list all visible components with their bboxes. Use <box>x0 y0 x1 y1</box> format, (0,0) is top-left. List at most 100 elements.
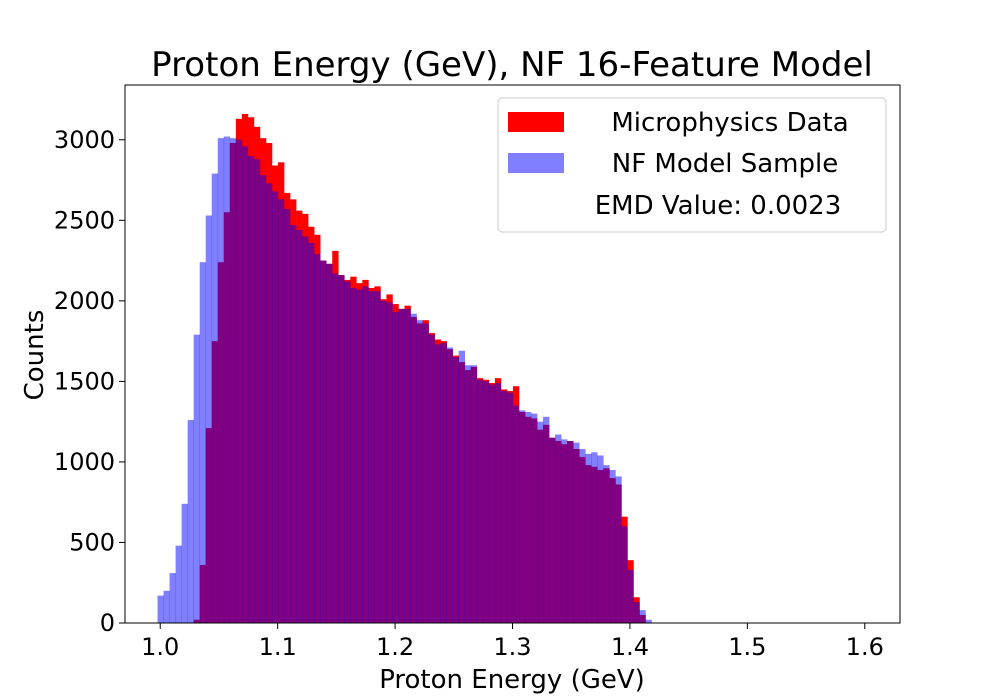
histogram-bar <box>404 308 411 623</box>
x-axis-label: Proton Energy (GeV) <box>379 665 645 695</box>
legend-swatch-microphysics <box>508 112 564 132</box>
histogram-bar <box>621 526 628 623</box>
histogram-bar <box>422 323 429 623</box>
histogram-bar <box>645 619 652 623</box>
histogram-bar <box>278 199 285 623</box>
histogram-bar <box>362 286 369 623</box>
legend-label-nf-model: NF Model Sample <box>612 149 838 179</box>
histogram-bar <box>482 381 490 623</box>
histogram-bar <box>386 302 393 623</box>
histogram-bar <box>428 334 435 623</box>
x-tick-label: 1.5 <box>728 633 766 661</box>
histogram-bar <box>446 347 453 623</box>
histogram-bar <box>193 334 200 623</box>
x-tick-label: 1.6 <box>846 633 884 661</box>
histogram-bar <box>506 392 514 623</box>
histogram-bar <box>290 225 297 623</box>
histogram-bar <box>199 262 207 623</box>
histogram-bar <box>494 382 502 623</box>
histogram-bar <box>470 365 478 623</box>
histogram-bar <box>265 183 273 623</box>
histogram-bar <box>223 136 231 623</box>
legend-label-microphysics: Microphysics Data <box>611 108 848 138</box>
histogram-bar <box>573 442 580 623</box>
legend-emd-annotation: EMD Value: 0.0023 <box>595 191 842 221</box>
histogram-bar <box>253 159 261 623</box>
histogram-bar <box>326 263 333 623</box>
histogram-bar <box>416 320 423 623</box>
histogram-bar <box>518 410 526 623</box>
histogram-bar <box>314 254 321 623</box>
histogram-bar <box>603 465 610 623</box>
histogram-bar <box>464 365 472 623</box>
plot-area <box>157 113 652 623</box>
y-tick-label: 2000 <box>54 287 115 315</box>
histogram-bar <box>531 413 538 623</box>
histogram-bar <box>537 421 544 623</box>
histogram-bar <box>392 312 399 623</box>
histogram-bar <box>169 573 176 623</box>
histogram-bar <box>633 602 640 623</box>
x-tick-label: 1.1 <box>259 633 297 661</box>
histogram-bar <box>187 420 194 623</box>
chart-title: Proton Energy (GeV), NF 16-Feature Model <box>151 45 873 85</box>
histogram-bar <box>561 439 568 623</box>
histogram-bar <box>374 291 381 623</box>
histogram-bar <box>597 455 604 623</box>
histogram-bar <box>410 313 417 623</box>
histogram-bar <box>163 590 170 623</box>
legend-box <box>497 97 887 233</box>
histogram-bar <box>398 308 405 623</box>
histogram-bar <box>284 209 291 623</box>
y-tick-label: 2500 <box>54 206 115 234</box>
histogram-bar <box>609 469 616 623</box>
y-axis-label: Counts <box>20 310 50 401</box>
histogram-bar <box>440 342 447 623</box>
histogram-bar <box>217 138 225 623</box>
histogram-bar <box>320 260 327 623</box>
y-tick-label: 1500 <box>54 367 115 395</box>
histogram-bar <box>488 384 496 623</box>
y-axis: 0 500 1000 1500 2000 2500 3000 <box>54 126 125 637</box>
histogram-bar <box>458 350 466 623</box>
x-tick-label: 1.0 <box>141 633 179 661</box>
histogram-bar <box>332 273 339 623</box>
y-tick-label: 500 <box>69 528 115 556</box>
histogram-bar <box>302 236 309 623</box>
histogram-bar <box>259 175 267 623</box>
histogram-bar <box>543 416 550 623</box>
x-tick-label: 1.2 <box>376 633 414 661</box>
legend: Microphysics Data NF Model Sample EMD Va… <box>497 97 887 233</box>
histogram-bar <box>434 344 441 623</box>
histogram-bar <box>338 275 345 623</box>
histogram-bar <box>555 434 562 623</box>
histogram-bar <box>157 595 164 623</box>
histogram-bar <box>229 138 237 623</box>
histogram-bar <box>205 215 213 623</box>
histogram-bar <box>476 379 484 623</box>
histogram-bar <box>235 139 243 623</box>
histogram-bar <box>350 287 357 623</box>
x-axis: 1.0 1.1 1.2 1.3 1.4 1.5 1.6 <box>141 623 884 661</box>
histogram-bar <box>591 452 598 623</box>
histogram-bar <box>639 610 646 623</box>
histogram-bar <box>308 242 315 623</box>
y-tick-label: 1000 <box>54 448 115 476</box>
histogram-bar <box>567 440 574 623</box>
histogram-bar <box>585 453 592 623</box>
histogram-bar <box>549 437 556 623</box>
histogram-bar <box>512 405 520 623</box>
histogram-bar <box>344 281 351 623</box>
histogram-bar <box>524 411 532 623</box>
histogram-bar <box>181 503 188 623</box>
histogram-bar <box>615 476 622 623</box>
histogram-bar <box>579 449 586 623</box>
histogram-bar <box>211 173 219 623</box>
histogram-bar <box>500 391 508 623</box>
histogram-bar <box>247 155 255 623</box>
histogram-bar <box>271 191 279 623</box>
histogram-bar <box>241 146 249 623</box>
histogram-bar <box>296 229 303 623</box>
histogram-bar <box>627 569 634 623</box>
